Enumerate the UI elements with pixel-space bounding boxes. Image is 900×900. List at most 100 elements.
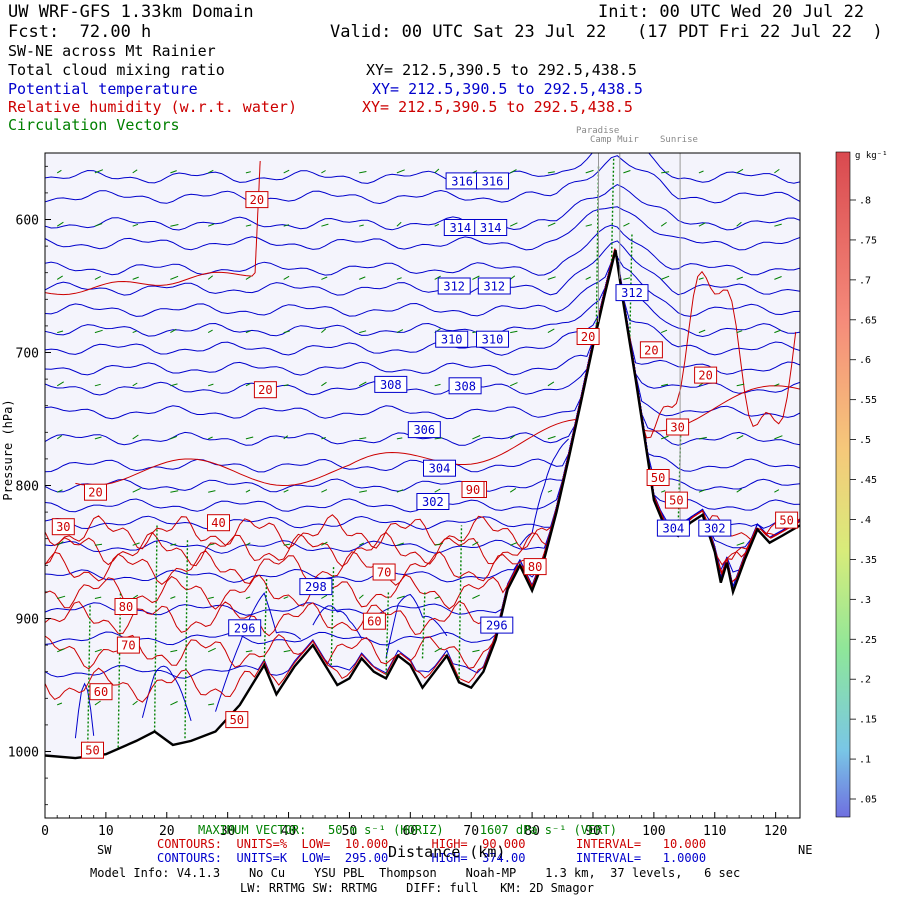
circulation-vector (547, 435, 556, 440)
rh-label-box (81, 741, 104, 759)
circulation-vector (472, 541, 479, 546)
circulation-vector (736, 542, 745, 546)
circulation-vector (245, 383, 251, 387)
circulation-vector (132, 223, 139, 227)
circulation-vector (396, 221, 402, 227)
circulation-vector (283, 489, 289, 493)
circulation-vector (434, 168, 440, 174)
colorbar-tick-label: .2 (859, 675, 871, 686)
rh-label-box (116, 636, 140, 654)
circulation-vector (547, 171, 555, 174)
rh-label-box (461, 481, 485, 498)
rh-label-box (372, 563, 396, 581)
circulation-vector (94, 649, 102, 653)
circulation-vector (698, 277, 704, 280)
circulation-vector (359, 330, 367, 334)
circulation-vector (208, 543, 215, 546)
theta-label: 310 (482, 333, 504, 347)
y-tick-label: 600 (16, 214, 39, 229)
circulation-vector (774, 435, 783, 440)
circulation-vector (170, 490, 179, 493)
theta-contour-line (519, 438, 569, 546)
circulation-vector (661, 329, 668, 334)
circulation-vector (774, 168, 780, 174)
theta-contour-line (45, 224, 800, 276)
circulation-vector (358, 381, 367, 387)
theta-label-box (437, 277, 471, 295)
circulation-vector (94, 169, 104, 174)
x-tick-label: 110 (703, 824, 726, 839)
x-tick-label: 90 (585, 824, 601, 839)
colorbar-tick-label: .35 (859, 555, 877, 566)
rh-label: 50 (669, 494, 683, 508)
circulation-vector (170, 275, 179, 280)
circulation-vector (245, 276, 251, 280)
theta-label: 304 (429, 462, 451, 476)
rh-label-box (639, 341, 663, 359)
rh-label: 90 (466, 483, 480, 497)
field-theta-name: Potential temperature (8, 80, 198, 98)
circulation-vector (774, 223, 782, 227)
terrain-line (45, 249, 800, 760)
ne-label: NE (798, 843, 813, 857)
theta-label: 306 (413, 423, 435, 437)
rh-label-box (207, 514, 230, 532)
max-vector: MAXIMUM VECTOR: 50 m s⁻¹ (HORIZ) 1607 dP… (198, 823, 618, 837)
theta-label: 304 (663, 522, 685, 536)
circulation-vector (245, 224, 252, 227)
circulation-vector (736, 488, 743, 493)
x-tick-label: 30 (220, 824, 236, 839)
circulation-vector (170, 701, 178, 706)
theta-label-box (228, 619, 262, 637)
rh-label-box (694, 366, 718, 384)
circulation-vector (283, 596, 289, 599)
contour-labels: 316 316 314 314 312 312 312 310 310 308 308 306 304 3… (51, 172, 799, 759)
circulation-vector (283, 650, 291, 653)
theta-contour-line (45, 256, 800, 317)
circulation-vector (56, 381, 64, 387)
circulation-vector (208, 490, 216, 493)
theta-label-box (423, 459, 456, 477)
circulation-vector (94, 596, 102, 599)
colorbar-tick-label: .55 (859, 395, 877, 406)
terrain-fill (45, 250, 800, 818)
rh-contour-info: CONTOURS: UNITS=% LOW= 10.000 HIGH= 90.0… (157, 837, 707, 851)
circulation-vector (661, 490, 666, 493)
landmark-sunrise: Sunrise (660, 135, 698, 145)
theta-label-box (299, 578, 333, 596)
rh-label: 70 (377, 566, 391, 580)
circulation-vector (56, 541, 64, 546)
circulation-vector (660, 221, 667, 227)
colorbar-tick-label: .5 (859, 435, 871, 446)
theta-label-box (480, 616, 514, 634)
rh-label: 80 (528, 560, 542, 574)
rh-label: 60 (367, 615, 381, 629)
rh-label-box (245, 191, 269, 209)
field-theta-xy: XY= 212.5,390.5 to 292.5,438.5 (372, 80, 643, 98)
field-rh-xy: XY= 212.5,390.5 to 292.5,438.5 (362, 98, 633, 116)
field-vectors-name: Circulation Vectors (8, 116, 180, 134)
circulation-vector (434, 542, 443, 546)
circulation-vector (132, 330, 137, 334)
x-tick-label: 0 (41, 824, 49, 839)
theta-label-box (474, 219, 508, 236)
vertical-vector (595, 166, 600, 353)
theta-label-box (615, 284, 649, 302)
circulation-vector (56, 221, 64, 227)
circulation-vector (245, 171, 251, 174)
x-tick-label: 80 (524, 824, 540, 839)
circulation-vector (774, 329, 781, 334)
circulation-vector (207, 275, 214, 280)
model-info: Model Info: V4.1.3 No Cu YSU PBL Thompso… (90, 866, 741, 880)
circulation-vector (396, 542, 404, 546)
circulation-vector (245, 596, 251, 599)
circulation-vector (94, 223, 103, 227)
x-tick-label: 120 (764, 824, 787, 839)
rh-label-box (523, 558, 547, 576)
y-tick-label: 800 (16, 480, 39, 495)
circulation-vector (208, 436, 213, 440)
circulation-vector (132, 700, 138, 706)
model-info-2: LW: RRTMG SW: RRTMG DIFF: full KM: 2D Sm… (240, 881, 595, 895)
theta-contour-line (45, 240, 800, 296)
theta-contour-line (45, 256, 800, 473)
